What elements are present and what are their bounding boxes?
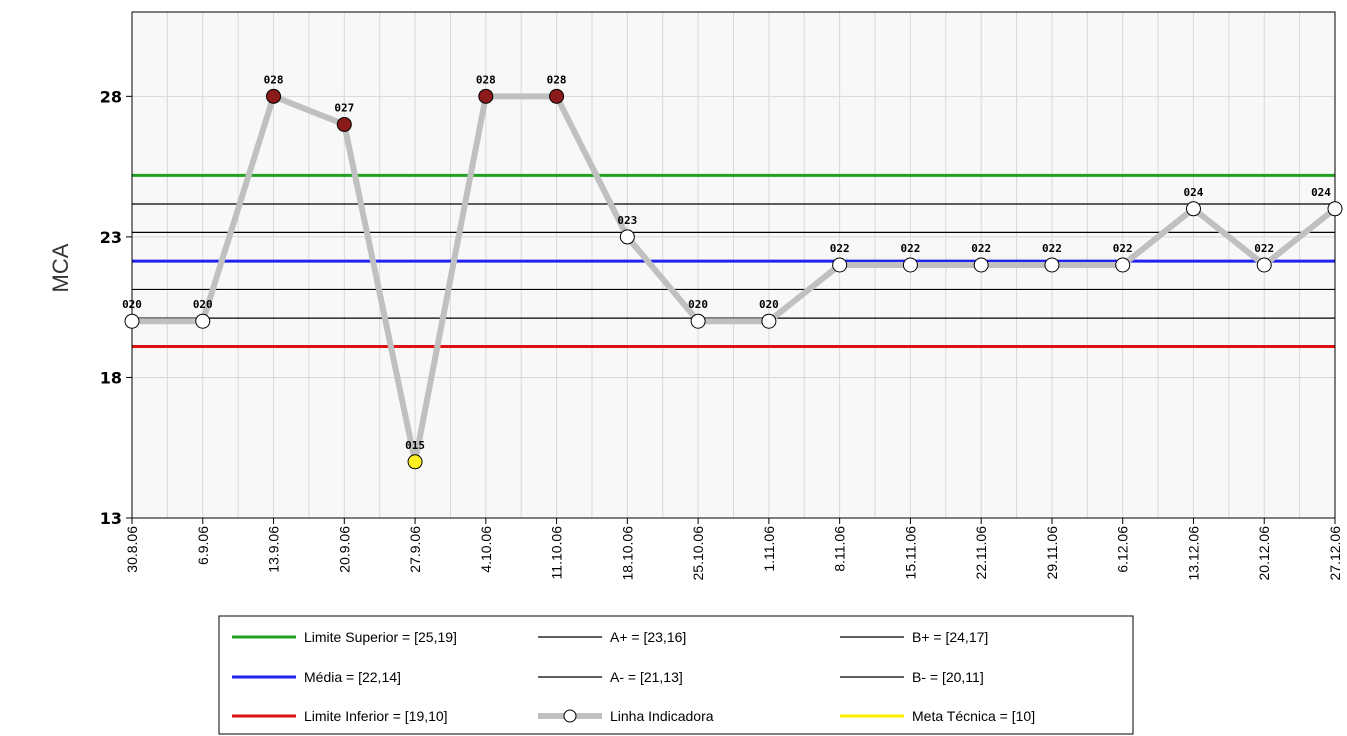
- data-label: 020: [122, 298, 142, 311]
- legend-label: B- = [20,11]: [912, 669, 984, 685]
- series-line: [132, 93, 1337, 465]
- y-tick-label: 28: [100, 87, 122, 106]
- data-label: 022: [971, 242, 991, 255]
- y-axis-title: MCA: [48, 243, 73, 292]
- legend-item: B- = [20,11]: [840, 669, 984, 685]
- legend-item: Média = [22,14]: [232, 669, 401, 685]
- data-label: 022: [900, 242, 920, 255]
- x-tick-label: 27.9.06: [407, 526, 423, 573]
- data-point: [832, 257, 848, 273]
- legend-label: Limite Superior = [25,19]: [304, 629, 457, 645]
- data-label: 024: [1184, 186, 1204, 199]
- data-point: [1256, 257, 1272, 273]
- legend-swatch-marker: [563, 709, 577, 723]
- legend-label: B+ = [24,17]: [912, 629, 988, 645]
- data-point: [690, 313, 706, 329]
- x-tick-label: 1.11.06: [761, 526, 777, 572]
- data-point: [619, 229, 635, 245]
- x-tick-label: 13.9.06: [266, 526, 282, 573]
- x-tick-label: 18.10.06: [619, 526, 635, 581]
- data-label: 022: [830, 242, 850, 255]
- data-label: 020: [193, 298, 213, 311]
- data-point: [761, 313, 777, 329]
- y-tick-label: 18: [100, 368, 122, 387]
- data-label: 020: [688, 298, 708, 311]
- x-tick-label: 25.10.06: [690, 526, 706, 581]
- legend-item: A+ = [23,16]: [538, 629, 686, 645]
- legend-label: Média = [22,14]: [304, 669, 401, 685]
- x-tick-label: 6.12.06: [1115, 526, 1131, 573]
- x-tick-label: 30.8.06: [124, 526, 140, 573]
- x-tick-label: 4.10.06: [478, 526, 494, 573]
- data-point: [902, 257, 918, 273]
- data-point: [266, 88, 282, 104]
- data-label: 024: [1311, 186, 1331, 199]
- data-point: [549, 88, 565, 104]
- x-axis: 30.8.06 6.9.06 13.9.06 20.9.06 27.9.06 4.10.0…: [124, 518, 1343, 581]
- x-tick-label: 13.12.06: [1185, 526, 1201, 581]
- data-label: 022: [1254, 242, 1274, 255]
- x-tick-label: 6.9.06: [195, 526, 211, 565]
- data-point: [478, 88, 494, 104]
- data-label: 022: [1042, 242, 1062, 255]
- legend-item: Linha Indicadora: [538, 708, 714, 724]
- x-tick-label: 11.10.06: [549, 526, 565, 580]
- data-label: 027: [334, 101, 354, 114]
- data-point: [124, 313, 140, 329]
- x-tick-label: 29.11.06: [1044, 526, 1060, 580]
- data-point: [336, 116, 352, 132]
- data-label: 020: [759, 298, 779, 311]
- y-axis: 13 18 23 28: [100, 87, 132, 528]
- data-point: [407, 454, 423, 470]
- data-point: [1327, 201, 1343, 217]
- legend-label: Linha Indicadora: [610, 708, 714, 724]
- legend-item: Limite Superior = [25,19]: [232, 629, 457, 645]
- legend-label: A- = [21,13]: [610, 669, 683, 685]
- x-tick-label: 22.11.06: [973, 526, 989, 580]
- legend-box: [218, 615, 1134, 735]
- data-label: 028: [476, 73, 496, 86]
- x-tick-label: 20.12.06: [1256, 526, 1272, 581]
- data-label: 023: [617, 214, 637, 227]
- legend-label: A+ = [23,16]: [610, 629, 686, 645]
- legend-label: Meta Técnica = [10]: [912, 708, 1035, 724]
- data-point: [1115, 257, 1131, 273]
- legend-label: Limite Inferior = [19,10]: [304, 708, 448, 724]
- data-label: 028: [547, 73, 567, 86]
- x-tick-label: 20.9.06: [336, 526, 352, 573]
- x-tick-label: 8.11.06: [832, 526, 848, 572]
- legend-item: B+ = [24,17]: [840, 629, 988, 645]
- legend-item: Limite Inferior = [19,10]: [232, 708, 448, 724]
- reference-lines: [132, 173, 1335, 349]
- data-label: 022: [1113, 242, 1133, 255]
- legend-item: A- = [21,13]: [538, 669, 683, 685]
- x-tick-label: 15.11.06: [902, 526, 918, 580]
- data-label: 028: [264, 73, 284, 86]
- data-point: [1185, 201, 1201, 217]
- y-tick-label: 23: [100, 228, 122, 247]
- x-tick-label: 27.12.06: [1327, 526, 1343, 581]
- legend-item: Meta Técnica = [10]: [840, 708, 1035, 724]
- data-point: [1044, 257, 1060, 273]
- data-label: 015: [405, 439, 425, 452]
- data-point: [973, 257, 989, 273]
- plot-frame: [131, 11, 1336, 519]
- series-linha-indicadora: 020 020 028 027 015 028 028 023 020 020 022 022 022 0…: [122, 73, 1343, 470]
- legend: Limite Superior = [25,19] A+ = [23,16] B+ …: [218, 615, 1134, 735]
- y-tick-label: 13: [100, 509, 122, 528]
- data-point: [195, 313, 211, 329]
